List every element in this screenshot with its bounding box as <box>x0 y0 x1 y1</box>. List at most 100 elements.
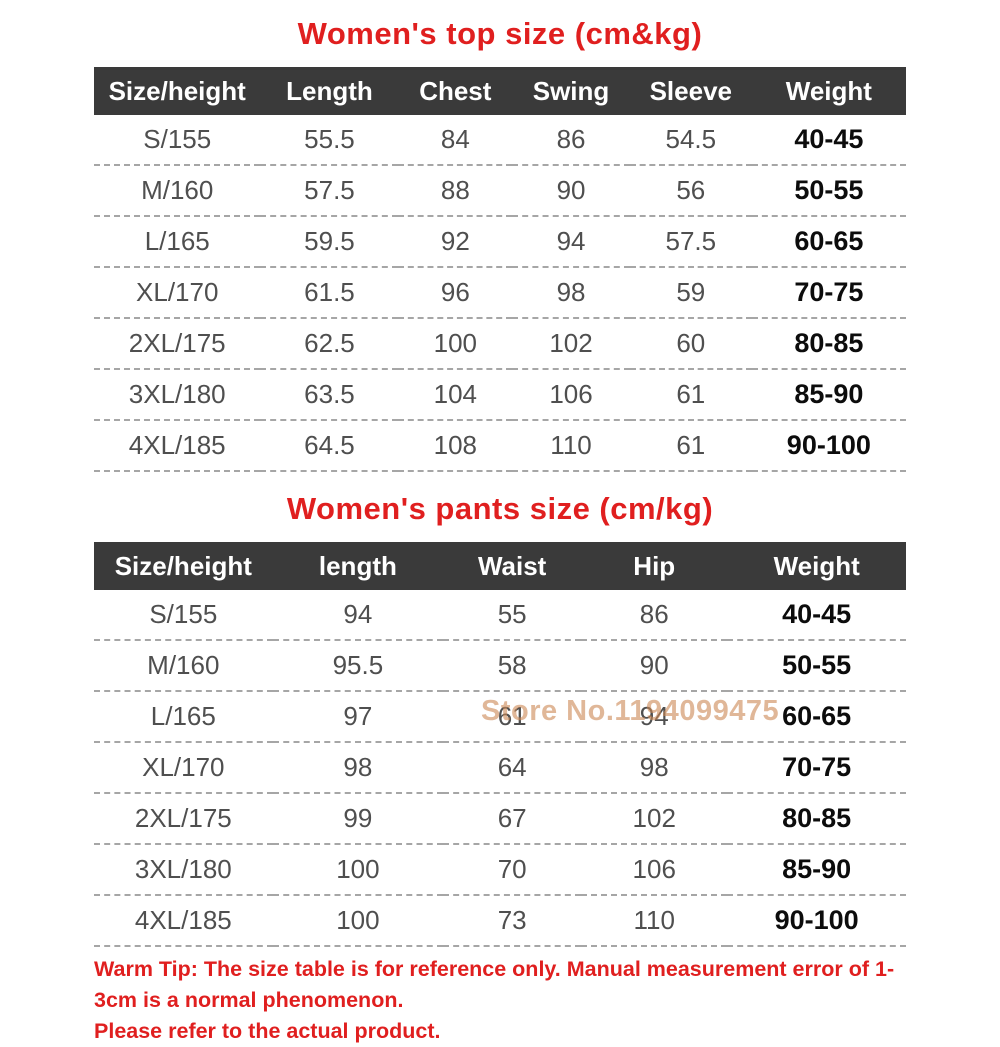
measurement-cell: 57.5 <box>260 165 399 217</box>
size-chart-sheet: Women's top size (cm&kg) Size/height Leng… <box>94 0 906 1047</box>
table-row: S/155 55.5 84 86 54.5 40-45 <box>94 115 906 166</box>
pants-size-table-header: Size/height length Waist Hip Weight <box>94 542 906 590</box>
size-cell: 2XL/175 <box>94 793 273 845</box>
measurement-cell: 62.5 <box>260 318 399 370</box>
size-cell: S/155 <box>94 115 261 166</box>
size-cell: XL/170 <box>94 267 261 319</box>
measurement-cell: 54.5 <box>629 115 752 166</box>
size-cell: S/155 <box>94 590 273 641</box>
header-row: Size/height length Waist Hip Weight <box>94 542 906 590</box>
top-size-title: Women's top size (cm&kg) <box>297 16 703 51</box>
measurement-cell: 106 <box>512 369 630 421</box>
size-cell: 2XL/175 <box>94 318 261 370</box>
measurement-cell: 55.5 <box>260 115 399 166</box>
measurement-cell: 90 <box>581 640 728 692</box>
size-cell: 4XL/185 <box>94 895 273 947</box>
size-cell: XL/170 <box>94 742 273 794</box>
column-header-sleeve: Sleeve <box>629 67 752 115</box>
measurement-cell: 70 <box>443 844 582 896</box>
weight-cell: 85-90 <box>727 844 906 896</box>
measurement-cell: 60 <box>629 318 752 370</box>
column-header-hip: Hip <box>581 542 728 590</box>
measurement-cell: 95.5 <box>272 640 444 692</box>
column-header-weight: Weight <box>727 542 906 590</box>
measurement-cell: 61 <box>629 420 752 472</box>
warm-tip-line2: Please refer to the actual product. <box>94 1019 441 1043</box>
header-row: Size/height Length Chest Swing Sleeve Weight <box>94 67 906 115</box>
pants-size-title: Women's pants size (cm/kg) <box>286 491 714 526</box>
measurement-cell: 99 <box>272 793 444 845</box>
measurement-cell: 59.5 <box>260 216 399 268</box>
measurement-cell: 84 <box>398 115 513 166</box>
table-row: 4XL/185 100 73 110 90-100 <box>94 895 906 947</box>
size-chart-image: { "colors": { "title_red": "#e01f1f", "h… <box>94 16 906 1043</box>
weight-cell: 40-45 <box>727 590 906 641</box>
table-row: M/160 57.5 88 90 56 50-55 <box>94 165 906 217</box>
column-header-waist: Waist <box>443 542 582 590</box>
size-cell: M/160 <box>94 640 273 692</box>
column-header-weight: Weight <box>751 67 906 115</box>
table-row: XL/170 61.5 96 98 59 70-75 <box>94 267 906 319</box>
measurement-cell: 106 <box>581 844 728 896</box>
weight-cell: 40-45 <box>751 115 906 166</box>
weight-cell: 50-55 <box>751 165 906 217</box>
warm-tip: Warm Tip: The size table is for referenc… <box>94 954 906 1047</box>
weight-cell: 50-55 <box>727 640 906 692</box>
measurement-cell: 102 <box>581 793 728 845</box>
table-row: 3XL/180 63.5 104 106 61 85-90 <box>94 369 906 421</box>
column-header-chest: Chest <box>398 67 513 115</box>
measurement-cell: 102 <box>512 318 630 370</box>
measurement-cell: 94 <box>512 216 630 268</box>
weight-cell: 70-75 <box>727 742 906 794</box>
pants-size-table: Size/height length Waist Hip Weight S/155 94 5… <box>94 542 906 947</box>
table-row: L/165 59.5 92 94 57.5 60-65 <box>94 216 906 268</box>
measurement-cell: 56 <box>629 165 752 217</box>
measurement-cell: 98 <box>272 742 444 794</box>
measurement-cell: 94 <box>272 590 444 641</box>
column-header-size-height: Size/height <box>94 67 261 115</box>
table-row: L/165 97 61 94 60-65 <box>94 691 906 743</box>
measurement-cell: 110 <box>581 895 728 947</box>
measurement-cell: 108 <box>398 420 513 472</box>
measurement-cell: 98 <box>581 742 728 794</box>
measurement-cell: 90 <box>512 165 630 217</box>
size-cell: L/165 <box>94 216 261 268</box>
table-row: 3XL/180 100 70 106 85-90 <box>94 844 906 896</box>
measurement-cell: 55 <box>443 590 582 641</box>
measurement-cell: 64 <box>443 742 582 794</box>
weight-cell: 80-85 <box>751 318 906 370</box>
size-cell: L/165 <box>94 691 273 743</box>
weight-cell: 90-100 <box>751 420 906 472</box>
measurement-cell: 57.5 <box>629 216 752 268</box>
measurement-cell: 73 <box>443 895 582 947</box>
measurement-cell: 61 <box>443 691 582 743</box>
size-cell: 3XL/180 <box>94 369 261 421</box>
weight-cell: 60-65 <box>751 216 906 268</box>
size-cell: 3XL/180 <box>94 844 273 896</box>
measurement-cell: 86 <box>581 590 728 641</box>
size-cell: 4XL/185 <box>94 420 261 472</box>
table-row: 4XL/185 64.5 108 110 61 90-100 <box>94 420 906 472</box>
column-header-size-height: Size/height <box>94 542 273 590</box>
column-header-length: Length <box>260 67 399 115</box>
measurement-cell: 110 <box>512 420 630 472</box>
warm-tip-line1: Warm Tip: The size table is for referenc… <box>94 957 895 1012</box>
measurement-cell: 92 <box>398 216 513 268</box>
weight-cell: 80-85 <box>727 793 906 845</box>
weight-cell: 60-65 <box>727 691 906 743</box>
measurement-cell: 100 <box>272 895 444 947</box>
table-row: XL/170 98 64 98 70-75 <box>94 742 906 794</box>
size-cell: M/160 <box>94 165 261 217</box>
measurement-cell: 88 <box>398 165 513 217</box>
measurement-cell: 67 <box>443 793 582 845</box>
table-row: S/155 94 55 86 40-45 <box>94 590 906 641</box>
measurement-cell: 63.5 <box>260 369 399 421</box>
measurement-cell: 97 <box>272 691 444 743</box>
top-size-table-body: S/155 55.5 84 86 54.5 40-45 M/160 57.5 88 90 56 50-… <box>94 115 906 472</box>
column-header-length: length <box>272 542 444 590</box>
measurement-cell: 96 <box>398 267 513 319</box>
pants-size-table-body: S/155 94 55 86 40-45 M/160 95.5 58 90 50-55 L/165 9… <box>94 590 906 947</box>
column-header-swing: Swing <box>512 67 630 115</box>
measurement-cell: 61.5 <box>260 267 399 319</box>
table-row: 2XL/175 99 67 102 80-85 <box>94 793 906 845</box>
